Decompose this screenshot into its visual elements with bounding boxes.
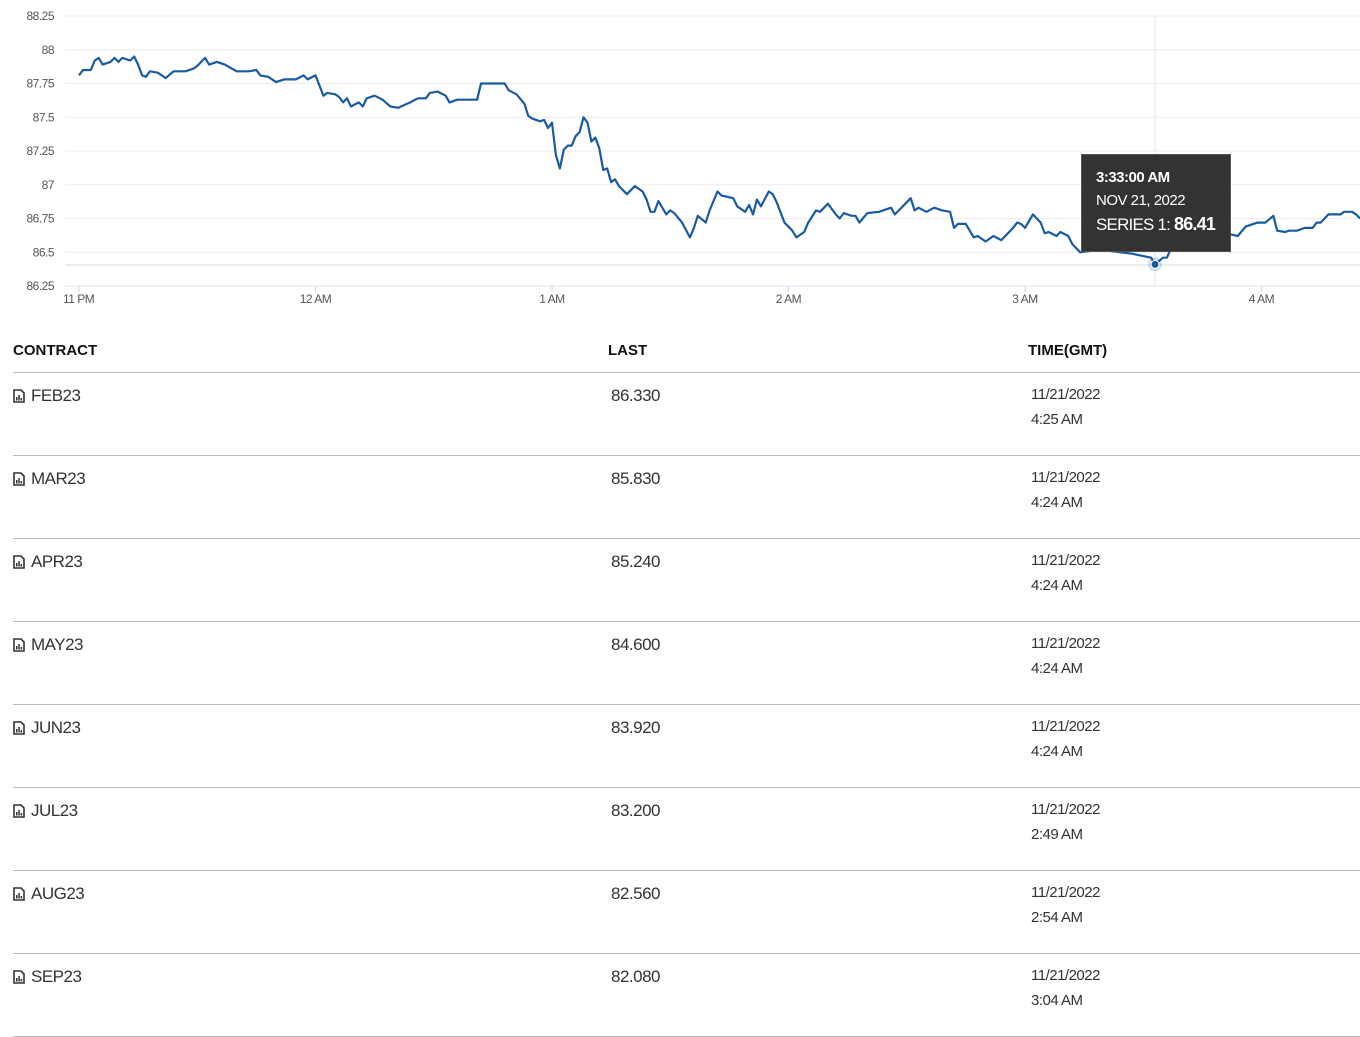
x-tick-label: 4 AM: [1249, 292, 1275, 306]
table-row: AUG23 82.560 11/21/2022 2:54 AM: [13, 870, 1360, 954]
y-tick-label: 86.75: [26, 212, 54, 226]
price-chart[interactable]: 88.25 88 87.75 87.5 87.25 87 86.75 86.5 86.25 11…: [0, 0, 1360, 310]
y-tick-label: 86.5: [33, 245, 55, 259]
x-tick-label: 1 AM: [539, 292, 565, 306]
trade-time: 4:25 AM: [1031, 411, 1083, 428]
time-cell: 11/21/2022 4:25 AM: [1028, 372, 1360, 456]
trade-time: 3:04 AM: [1031, 992, 1083, 1009]
series-line: [78, 55, 1360, 266]
trade-date: 11/21/2022: [1031, 884, 1100, 901]
contract-cell: JUL23: [13, 787, 608, 871]
tooltip-value: 86.41: [1174, 214, 1216, 234]
last-price: 83.200: [608, 787, 1028, 871]
marker-point: [1150, 259, 1160, 269]
contract-link[interactable]: FEB23: [31, 386, 81, 405]
contract-link[interactable]: APR23: [31, 552, 83, 571]
header-time[interactable]: TIME(GMT): [1028, 328, 1360, 373]
last-price: 85.240: [608, 538, 1028, 622]
trade-time: 4:24 AM: [1031, 743, 1083, 760]
contract-cell: MAR23: [13, 455, 608, 539]
time-cell: 11/21/2022 4:24 AM: [1028, 455, 1360, 539]
table-row: JUL23 83.200 11/21/2022 2:49 AM: [13, 787, 1360, 871]
time-cell: 11/21/2022 4:24 AM: [1028, 621, 1360, 705]
x-tick-label: 12 AM: [300, 292, 332, 306]
contract-link[interactable]: JUL23: [31, 801, 78, 820]
table-row: JUN23 83.920 11/21/2022 4:24 AM: [13, 704, 1360, 788]
tooltip-time: 3:33:00 AM: [1096, 169, 1170, 186]
trade-time: 4:24 AM: [1031, 660, 1083, 677]
hover-marker: [1148, 257, 1163, 272]
trade-time: 2:49 AM: [1031, 826, 1083, 843]
last-price: 84.600: [608, 621, 1028, 705]
trade-date: 11/21/2022: [1031, 469, 1100, 486]
contract-link[interactable]: MAY23: [31, 635, 84, 654]
tooltip-series-label: SERIES 1:: [1096, 215, 1171, 234]
header-last[interactable]: LAST: [608, 328, 1028, 373]
trade-time: 2:54 AM: [1031, 909, 1083, 926]
contract-cell: JUN23: [13, 704, 608, 788]
chart-document-icon: [13, 886, 25, 906]
time-cell: 11/21/2022 4:24 AM: [1028, 538, 1360, 622]
last-price: 85.830: [608, 455, 1028, 539]
x-tick-label: 2 AM: [776, 292, 802, 306]
time-cell: 11/21/2022 2:54 AM: [1028, 870, 1360, 954]
chart-document-icon: [13, 637, 25, 657]
header-contract[interactable]: CONTRACT: [13, 328, 608, 373]
last-price: 82.560: [608, 870, 1028, 954]
table-header: CONTRACT LAST TIME(GMT): [13, 328, 1360, 373]
table-row: MAY23 84.600 11/21/2022 4:24 AM: [13, 621, 1360, 705]
contract-link[interactable]: AUG23: [31, 884, 85, 903]
contracts-table: CONTRACT LAST TIME(GMT) FEB23 86.330 11/…: [13, 328, 1360, 1037]
y-tick-label: 87.25: [26, 144, 54, 158]
time-cell: 11/21/2022 4:24 AM: [1028, 704, 1360, 788]
contract-cell: SEP23: [13, 953, 608, 1037]
contract-link[interactable]: SEP23: [31, 967, 82, 986]
x-axis: 11 PM 12 AM 1 AM 2 AM 3 AM 4 AM: [63, 286, 1275, 306]
trade-date: 11/21/2022: [1031, 635, 1100, 652]
contract-link[interactable]: MAR23: [31, 469, 86, 488]
chart-document-icon: [13, 720, 25, 740]
x-tick-label: 3 AM: [1012, 292, 1038, 306]
y-tick-label: 87.75: [26, 77, 54, 91]
trade-date: 11/21/2022: [1031, 718, 1100, 735]
trade-date: 11/21/2022: [1031, 967, 1100, 984]
trade-date: 11/21/2022: [1031, 801, 1100, 818]
last-price: 86.330: [608, 372, 1028, 456]
table-row: MAR23 85.830 11/21/2022 4:24 AM: [13, 455, 1360, 539]
last-price: 83.920: [608, 704, 1028, 788]
chart-document-icon: [13, 388, 25, 408]
chart-document-icon: [13, 969, 25, 989]
grid: [65, 15, 1360, 287]
trade-time: 4:24 AM: [1031, 577, 1083, 594]
y-axis: 88.25 88 87.75 87.5 87.25 87 86.75 86.5 86.25: [26, 9, 55, 293]
trade-time: 4:24 AM: [1031, 494, 1083, 511]
chart-document-icon: [13, 554, 25, 574]
x-tick-label: 11 PM: [63, 292, 95, 306]
chart-document-icon: [13, 471, 25, 491]
y-tick-label: 86.25: [26, 279, 54, 293]
chart-tooltip: 3:33:00 AM NOV 21, 2022 SERIES 1: 86.41: [1081, 154, 1231, 252]
trade-date: 11/21/2022: [1031, 552, 1100, 569]
contract-link[interactable]: JUN23: [31, 718, 81, 737]
table-row: APR23 85.240 11/21/2022 4:24 AM: [13, 538, 1360, 622]
y-tick-label: 88: [42, 43, 55, 57]
contract-cell: MAY23: [13, 621, 608, 705]
contract-cell: FEB23: [13, 372, 608, 456]
tooltip-date: NOV 21, 2022: [1096, 192, 1186, 209]
time-cell: 11/21/2022 3:04 AM: [1028, 953, 1360, 1037]
contract-cell: AUG23: [13, 870, 608, 954]
chart-document-icon: [13, 803, 25, 823]
contract-cell: APR23: [13, 538, 608, 622]
time-cell: 11/21/2022 2:49 AM: [1028, 787, 1360, 871]
table-row: SEP23 82.080 11/21/2022 3:04 AM: [13, 953, 1360, 1037]
y-tick-label: 87: [42, 178, 55, 192]
y-tick-label: 88.25: [26, 9, 54, 23]
trade-date: 11/21/2022: [1031, 386, 1100, 403]
tooltip-value-row: SERIES 1: 86.41: [1096, 214, 1216, 235]
table-row: FEB23 86.330 11/21/2022 4:25 AM: [13, 372, 1360, 456]
last-price: 82.080: [608, 953, 1028, 1037]
y-tick-label: 87.5: [33, 110, 55, 124]
